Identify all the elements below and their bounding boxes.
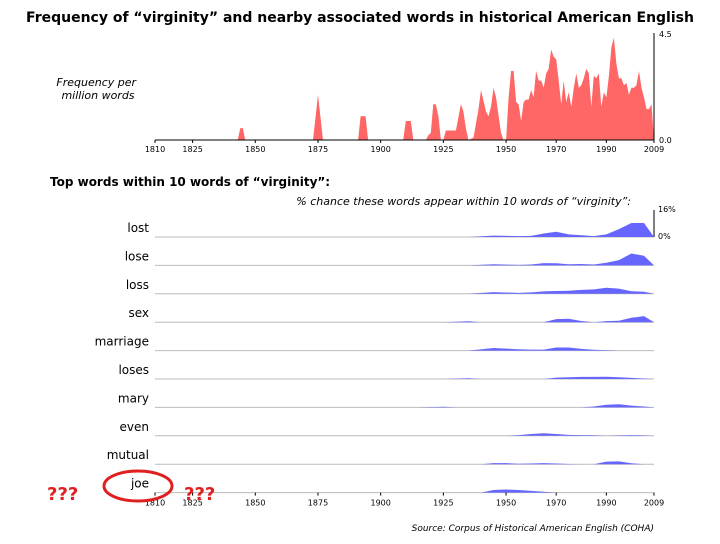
word-area — [155, 489, 654, 493]
annotation-right: ??? — [184, 484, 215, 505]
bottom-x-tick-label: 1825 — [182, 499, 202, 508]
word-area — [155, 253, 654, 266]
top-ylabel: Frequency per million words — [56, 76, 139, 102]
word-label: even — [120, 420, 149, 434]
word-area — [155, 316, 654, 323]
bottom-x-tick-label: 1990 — [596, 499, 616, 508]
word-label: sex — [128, 306, 149, 320]
word-label: loses — [118, 363, 149, 377]
small-ymin-label: 0% — [658, 232, 671, 241]
top-x-tick-label: 1925 — [433, 145, 453, 154]
word-label: loss — [126, 278, 149, 292]
word-row-sex: sex — [128, 306, 654, 323]
section-title: Top words within 10 words of “virginity”… — [50, 175, 330, 189]
source-note: Source: Corpus of Historical American En… — [412, 524, 654, 534]
word-area — [155, 347, 654, 351]
top-x-tick-label: 1950 — [496, 145, 516, 154]
section-subtitle: % chance these words appear within 10 wo… — [296, 195, 631, 208]
bottom-x-ticks: 1810 1825 1850 1875 1900 1925 1950 1970 1990 2009 — [145, 492, 664, 508]
word-area — [155, 376, 654, 379]
top-frequency-area — [155, 37, 654, 140]
top-x-tick-label: 1850 — [245, 145, 265, 154]
top-x-tick-label: 1825 — [182, 145, 202, 154]
word-row-even: even — [120, 420, 654, 437]
top-ylabel-line-1: Frequency per — [56, 76, 137, 89]
top-x-ticks: 1810 1825 1850 1875 1900 1925 1950 1970 1990 2009 — [145, 140, 664, 154]
word-small-multiples: lost lose loss sex marriage loses mary even mutu… — [95, 221, 654, 494]
word-row-lose: lose — [125, 249, 654, 266]
bottom-x-tick-label: 1925 — [433, 499, 453, 508]
word-row-joe: joe — [130, 477, 654, 494]
word-row-marriage: marriage — [95, 335, 654, 352]
top-ylabel-line-2: million words — [61, 89, 134, 102]
top-x-tick-label: 1970 — [546, 145, 566, 154]
word-row-mary: mary — [118, 391, 654, 408]
bottom-x-tick-label: 1970 — [546, 499, 566, 508]
top-frequency-chart: Frequency per million words 4.5 0.0 1810… — [56, 30, 671, 154]
top-x-tick-label: 2009 — [644, 145, 664, 154]
word-label: marriage — [95, 335, 149, 349]
top-x-tick-label: 1810 — [145, 145, 165, 154]
bottom-x-tick-label: 1810 — [145, 499, 165, 508]
word-row-loses: loses — [118, 363, 654, 380]
word-label: mary — [118, 391, 149, 405]
small-ymax-label: 16% — [658, 205, 676, 214]
word-area — [155, 223, 654, 237]
word-label: mutual — [107, 448, 149, 462]
top-ymin-label: 0.0 — [659, 136, 672, 145]
top-x-tick-label: 1900 — [370, 145, 390, 154]
word-label: joe — [130, 477, 149, 491]
word-area — [155, 287, 654, 294]
word-label: lost — [127, 221, 149, 235]
word-row-lost: lost — [127, 221, 654, 238]
highlight-circle — [102, 469, 174, 503]
word-area — [155, 461, 654, 465]
bottom-x-tick-label: 1875 — [308, 499, 328, 508]
bottom-x-tick-label: 1850 — [245, 499, 265, 508]
word-row-mutual: mutual — [107, 448, 654, 465]
word-row-loss: loss — [126, 278, 654, 295]
top-area-group — [155, 37, 654, 140]
top-x-tick-label: 1875 — [308, 145, 328, 154]
top-x-tick-label: 1990 — [596, 145, 616, 154]
word-area — [155, 433, 654, 436]
chart-title: Frequency of “virginity” and nearby asso… — [26, 10, 694, 26]
annotation-left: ??? — [47, 484, 78, 505]
bottom-x-tick-label: 2009 — [644, 499, 664, 508]
top-ymax-label: 4.5 — [659, 30, 672, 39]
word-area — [155, 404, 654, 408]
word-label: lose — [125, 249, 149, 263]
bottom-x-tick-label: 1950 — [496, 499, 516, 508]
bottom-x-tick-label: 1900 — [370, 499, 390, 508]
